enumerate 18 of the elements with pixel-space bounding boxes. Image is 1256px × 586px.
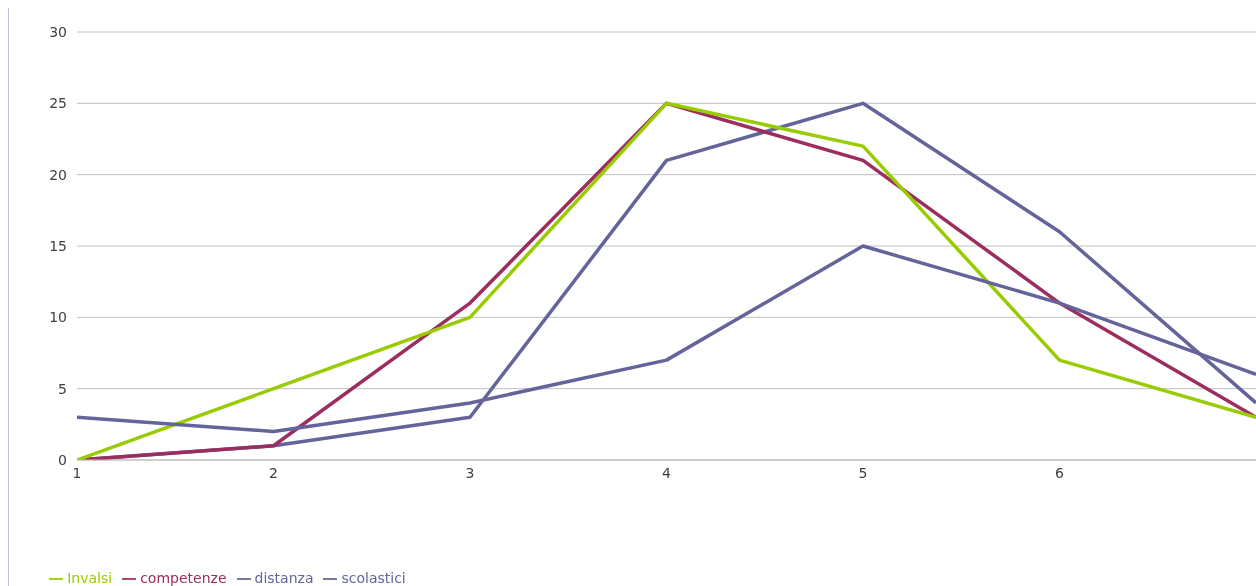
- y-tick-label: 20: [49, 166, 67, 183]
- x-tick-label: 1: [72, 464, 82, 481]
- x-tick-label: 3: [465, 464, 475, 481]
- y-tick-label: 10: [49, 309, 67, 326]
- x-tick-label: 4: [662, 464, 672, 481]
- legend-label: Invalsi: [67, 570, 113, 586]
- y-tick-label: 0: [58, 451, 67, 468]
- x-tick-label: 6: [1055, 464, 1065, 481]
- y-tick-label: 15: [49, 237, 67, 254]
- line-series: [77, 101, 1256, 460]
- x-tick-label: 5: [858, 464, 868, 481]
- x-tick-label: 2: [269, 464, 278, 481]
- legend-label: scolastici: [341, 570, 406, 586]
- y-tick-label: 30: [49, 23, 67, 40]
- legend-label: competenze: [140, 570, 227, 586]
- y-tick-label: 5: [58, 380, 67, 397]
- legend-label: distanza: [254, 570, 314, 586]
- y-tick-label: 25: [49, 95, 67, 112]
